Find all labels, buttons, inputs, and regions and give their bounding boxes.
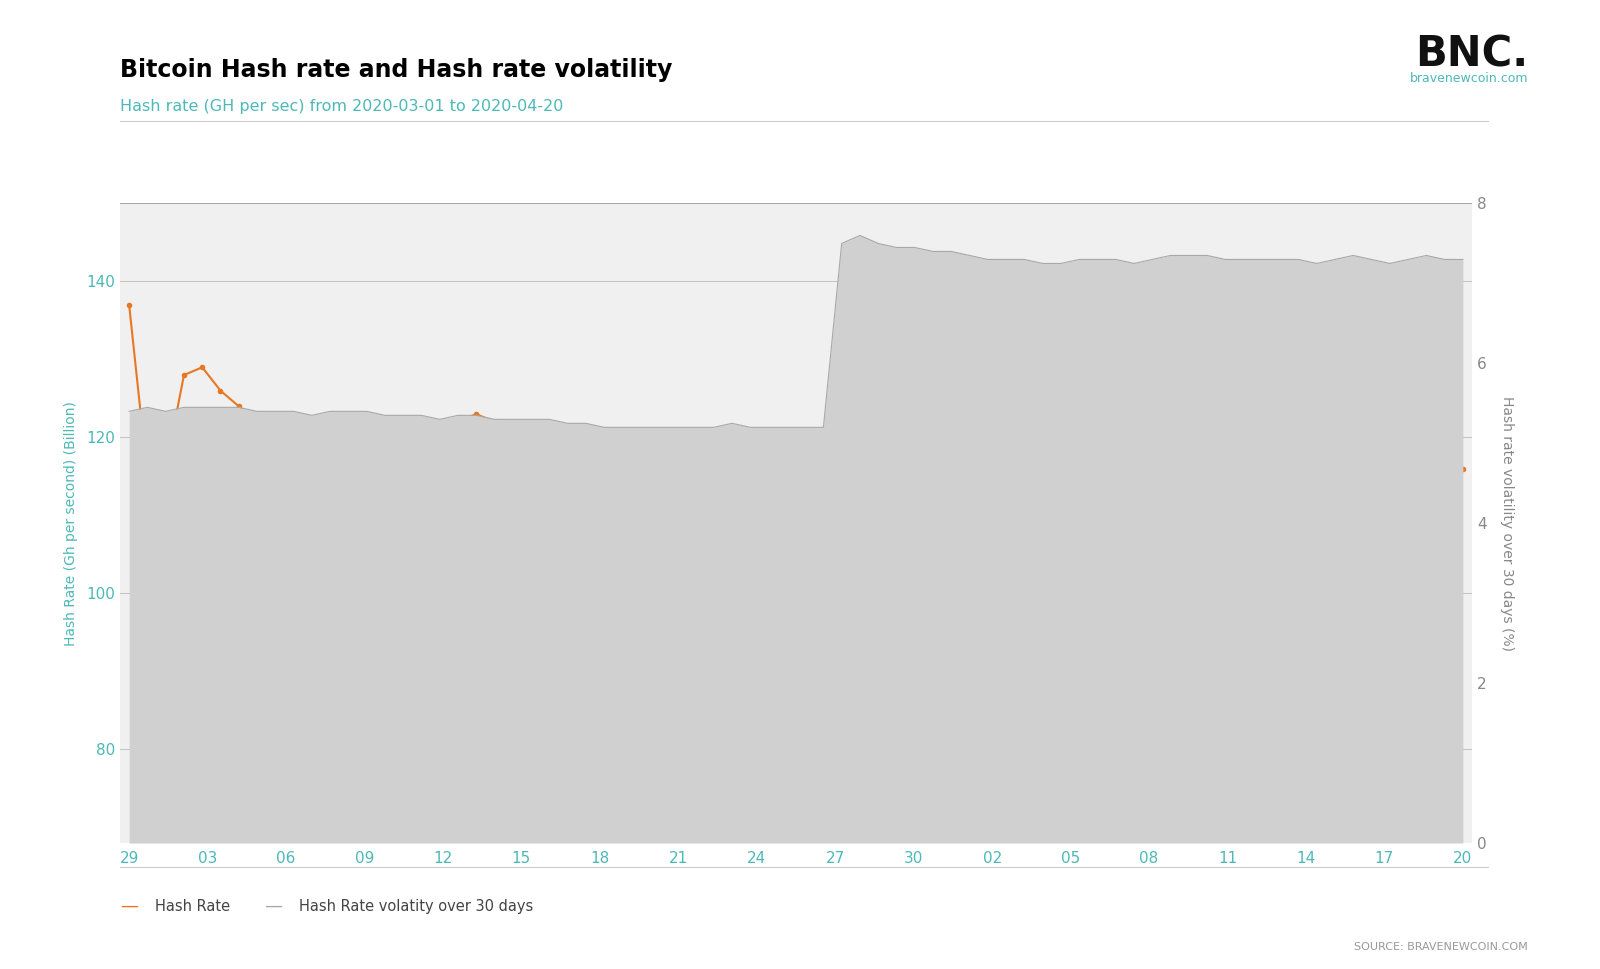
Text: Bitcoin Hash rate and Hash rate volatility: Bitcoin Hash rate and Hash rate volatili… xyxy=(120,58,672,82)
Text: bravenewcoin.com: bravenewcoin.com xyxy=(1410,72,1528,84)
Text: —: — xyxy=(264,897,282,915)
Y-axis label: Hash rate volatility over 30 days (%): Hash rate volatility over 30 days (%) xyxy=(1501,395,1515,651)
Y-axis label: Hash Rate (Gh per second) (Billion): Hash Rate (Gh per second) (Billion) xyxy=(64,401,78,645)
Text: —: — xyxy=(120,897,138,915)
Text: BNC.: BNC. xyxy=(1414,34,1528,76)
Text: SOURCE: BRAVENEWCOIN.COM: SOURCE: BRAVENEWCOIN.COM xyxy=(1354,942,1528,952)
Text: Hash rate (GH per sec) from 2020-03-01 to 2020-04-20: Hash rate (GH per sec) from 2020-03-01 t… xyxy=(120,100,563,114)
Text: Hash Rate volatity over 30 days: Hash Rate volatity over 30 days xyxy=(299,898,533,914)
Text: Hash Rate: Hash Rate xyxy=(155,898,230,914)
